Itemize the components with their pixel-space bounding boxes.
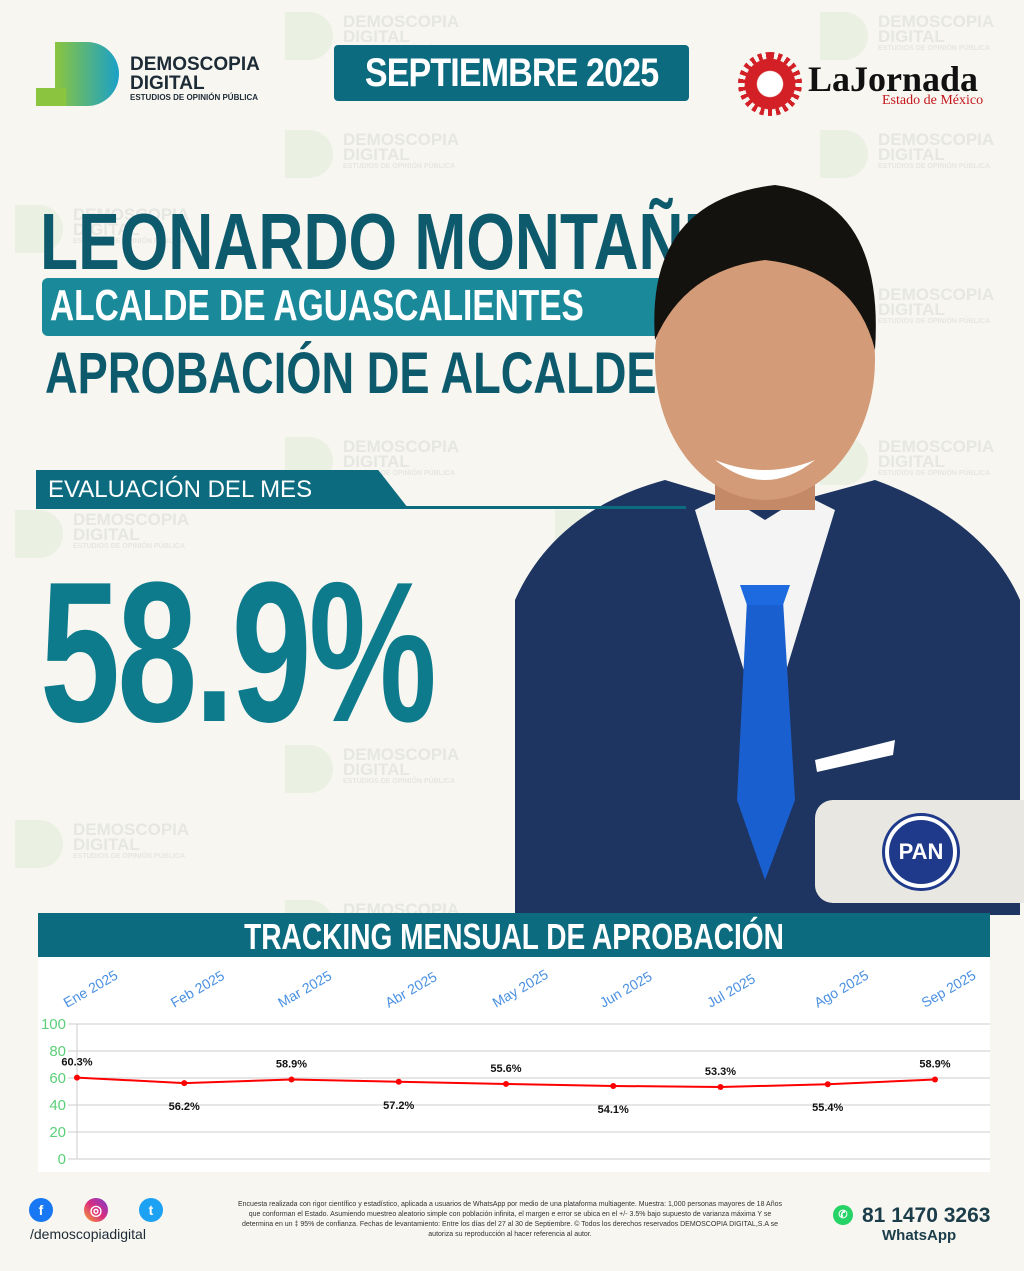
data-point <box>74 1074 80 1081</box>
month-banner: SEPTIEMBRE 2025 <box>334 45 689 101</box>
y-tick-label: 20 <box>49 1124 66 1141</box>
watermark-logo-icon <box>820 12 868 60</box>
y-tick-label: 0 <box>58 1151 66 1168</box>
data-point <box>395 1078 402 1085</box>
partner-logo: LaJornada <box>808 59 979 99</box>
watermark-logo-icon <box>285 12 333 60</box>
watermark-logo-icon <box>15 205 63 253</box>
watermark-logo-icon <box>285 130 333 178</box>
x-tick-label: May 2025 <box>490 966 551 1011</box>
party-badge: PAN <box>815 800 1024 903</box>
tracking-chart: 0 20 40 60 80 100 Ene 2025 Feb 2025 Mar 2025 Abr … <box>41 966 990 1168</box>
chart-area <box>38 957 990 1172</box>
y-tick-label: 60 <box>49 1070 66 1087</box>
data-point <box>717 1084 724 1091</box>
data-point <box>181 1080 188 1087</box>
x-tick-label: Ene 2025 <box>61 967 121 1011</box>
data-point <box>503 1080 509 1087</box>
x-tick-label: Jun 2025 <box>597 968 655 1011</box>
social-handle[interactable]: /demoscopiadigital <box>30 1226 146 1242</box>
x-tick-label: Feb 2025 <box>168 967 227 1011</box>
y-tick-label: 40 <box>49 1097 66 1114</box>
twitter-icon[interactable]: t <box>139 1198 163 1222</box>
x-tick-label: Ago 2025 <box>811 967 871 1011</box>
phone-number[interactable]: 81 1470 3263 <box>862 1204 991 1227</box>
evaluation-value: 58.9% <box>40 541 437 764</box>
evaluation-label: EVALUACIÓN DEL MES <box>36 470 408 508</box>
x-tick-label: Abr 2025 <box>382 968 439 1010</box>
watermark-logo-icon <box>820 130 868 178</box>
instagram-icon[interactable]: ◎ <box>84 1198 108 1222</box>
data-point <box>824 1081 831 1088</box>
chart-title: TRACKING MENSUAL DE APROBACIÓN <box>38 913 990 957</box>
person-role: ALCALDE DE AGUASCALIENTES <box>42 278 688 336</box>
x-tick-label: Sep 2025 <box>919 967 979 1011</box>
section-title: APROBACIÓN DE ALCALDES <box>45 341 687 406</box>
evaluation-divider <box>36 506 686 509</box>
partner-subtitle: Estado de México <box>882 93 984 108</box>
data-label: 54.1% <box>598 1104 629 1116</box>
watermark-logo-icon <box>285 745 333 793</box>
data-label: 56.2% <box>169 1101 200 1113</box>
disclaimer: Encuesta realizada con rigor científico … <box>238 1201 782 1238</box>
brand-blocks-icon <box>36 88 66 106</box>
whatsapp-icon: ✆ <box>833 1205 853 1225</box>
person-name: LEONARDO MONTAÑEZ <box>40 197 764 286</box>
data-label: 57.2% <box>383 1100 414 1112</box>
data-label: 58.9% <box>919 1058 950 1070</box>
brand-tagline: ESTUDIOS DE OPINIÓN PÚBLICA <box>130 93 259 102</box>
data-label: 55.4% <box>812 1102 843 1114</box>
data-label: 58.9% <box>276 1058 307 1070</box>
data-label: 53.3% <box>705 1066 736 1078</box>
whatsapp-label: WhatsApp <box>882 1227 957 1244</box>
la-jornada-sun-icon <box>738 52 802 116</box>
data-point <box>288 1076 295 1083</box>
data-point <box>610 1082 617 1089</box>
y-tick-label: 100 <box>41 1016 66 1033</box>
facebook-icon[interactable]: f <box>29 1198 53 1222</box>
brand-name: DEMOSCOPIA DIGITAL <box>130 54 260 94</box>
x-tick-label: Mar 2025 <box>275 967 334 1011</box>
x-tick-label: Jul 2025 <box>704 970 758 1010</box>
watermark-logo-icon <box>15 820 63 868</box>
data-label: 55.6% <box>490 1063 521 1075</box>
data-point <box>932 1076 938 1083</box>
data-label: 60.3% <box>61 1057 92 1069</box>
pan-logo: PAN <box>885 816 957 888</box>
y-tick-label: 80 <box>49 1043 66 1060</box>
watermark-logo-icon <box>15 510 63 558</box>
